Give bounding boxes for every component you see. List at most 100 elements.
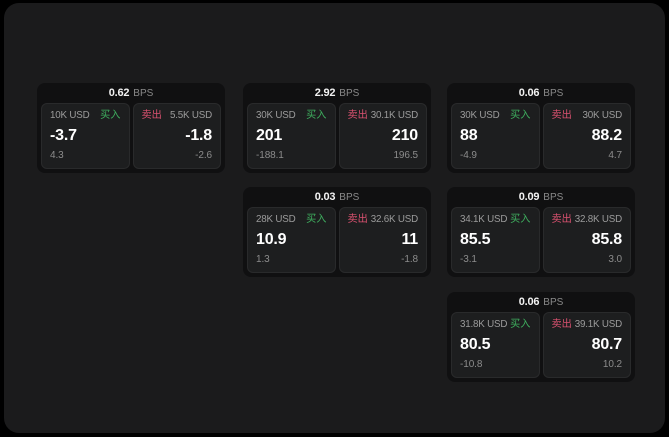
- quote-card: 0.06 BPS 31.8K USD 买入 80.5 -10.8 卖出 39.1…: [447, 292, 635, 382]
- bps-label: BPS: [339, 87, 360, 99]
- quote-card-body: 10K USD 买入 -3.7 4.3 卖出 5.5K USD -1.8 -2.…: [41, 103, 221, 169]
- buy-sub-value: -188.1: [256, 149, 284, 161]
- buy-pane[interactable]: 30K USD 买入 201 -188.1: [247, 103, 336, 169]
- quote-card: 0.09 BPS 34.1K USD 买入 85.5 -3.1 卖出 32.8K…: [447, 187, 635, 277]
- buy-sub-value: 4.3: [50, 149, 64, 161]
- bps-label: BPS: [543, 296, 564, 308]
- sell-sub-value: 4.7: [608, 149, 622, 161]
- quote-card-body: 34.1K USD 买入 85.5 -3.1 卖出 32.8K USD 85.8…: [451, 207, 631, 273]
- sell-sub-value: 3.0: [608, 253, 622, 265]
- sell-pane-top: 卖出 30K USD: [551, 110, 623, 122]
- quote-card: 0.06 BPS 30K USD 买入 88 -4.9 卖出 30K USD 8…: [447, 83, 635, 173]
- bps-label: BPS: [133, 87, 154, 99]
- buy-tag: 买入: [510, 214, 531, 225]
- buy-value: 85.5: [460, 231, 491, 249]
- sell-pane[interactable]: 卖出 5.5K USD -1.8 -2.6: [132, 103, 221, 169]
- sell-pane[interactable]: 卖出 30.1K USD 210 196.5: [338, 103, 427, 169]
- sell-value: 85.8: [591, 231, 623, 249]
- bps-value: 0.09: [518, 191, 540, 203]
- bps-header: 0.62 BPS: [41, 83, 221, 103]
- buy-value: 201: [256, 127, 283, 145]
- bps-label: BPS: [543, 87, 564, 99]
- buy-amount: 31.8K USD: [460, 319, 508, 331]
- sell-tag: 卖出: [551, 319, 572, 330]
- buy-pane-top: 10K USD 买入: [50, 110, 121, 122]
- sell-value: -1.8: [185, 127, 212, 145]
- bps-value: 0.06: [518, 296, 540, 308]
- buy-value: 80.5: [460, 336, 491, 354]
- buy-sub-value: -4.9: [460, 149, 477, 161]
- sell-sub-value: -2.6: [195, 149, 212, 161]
- sell-value: 210: [391, 127, 418, 145]
- sell-tag: 卖出: [347, 110, 368, 121]
- sell-amount: 32.8K USD: [574, 214, 622, 226]
- sell-sub-value: -1.8: [401, 253, 418, 265]
- buy-amount: 34.1K USD: [460, 214, 508, 226]
- bps-header: 2.92 BPS: [247, 83, 427, 103]
- quote-card: 0.03 BPS 28K USD 买入 10.9 1.3 卖出 32.6K US…: [243, 187, 431, 277]
- quote-card: 2.92 BPS 30K USD 买入 201 -188.1 卖出 30.1K …: [243, 83, 431, 173]
- quote-card-body: 30K USD 买入 88 -4.9 卖出 30K USD 88.2 4.7: [451, 103, 631, 169]
- bps-label: BPS: [543, 191, 564, 203]
- sell-tag: 卖出: [141, 110, 162, 121]
- bps-label: BPS: [339, 191, 360, 203]
- bps-header: 0.03 BPS: [247, 187, 427, 207]
- bps-header: 0.09 BPS: [451, 187, 631, 207]
- sell-pane-top: 卖出 30.1K USD: [347, 110, 419, 122]
- sell-amount: 30K USD: [582, 110, 623, 122]
- buy-tag: 买入: [306, 214, 327, 225]
- buy-tag: 买入: [510, 319, 531, 330]
- sell-pane-top: 卖出 39.1K USD: [551, 319, 623, 331]
- buy-pane[interactable]: 34.1K USD 买入 85.5 -3.1: [451, 207, 540, 273]
- sell-tag: 卖出: [551, 214, 572, 225]
- buy-value: 10.9: [256, 231, 287, 249]
- sell-pane[interactable]: 卖出 32.8K USD 85.8 3.0: [542, 207, 631, 273]
- buy-tag: 买入: [510, 110, 531, 121]
- sell-pane-top: 卖出 32.6K USD: [347, 214, 419, 226]
- sell-value: 11: [401, 231, 418, 249]
- buy-pane-top: 31.8K USD 买入: [460, 319, 531, 331]
- sell-amount: 30.1K USD: [370, 110, 418, 122]
- buy-sub-value: -10.8: [460, 358, 483, 370]
- bps-value: 0.62: [108, 87, 130, 99]
- sell-pane[interactable]: 卖出 32.6K USD 11 -1.8: [338, 207, 427, 273]
- buy-pane[interactable]: 30K USD 买入 88 -4.9: [451, 103, 540, 169]
- quote-card-body: 30K USD 买入 201 -188.1 卖出 30.1K USD 210 1…: [247, 103, 427, 169]
- buy-amount: 30K USD: [256, 110, 296, 122]
- buy-pane-top: 34.1K USD 买入: [460, 214, 531, 226]
- buy-pane[interactable]: 31.8K USD 买入 80.5 -10.8: [451, 312, 540, 378]
- quote-card: 0.62 BPS 10K USD 买入 -3.7 4.3 卖出 5.5K USD…: [37, 83, 225, 173]
- sell-tag: 卖出: [551, 110, 572, 121]
- buy-pane-top: 30K USD 买入: [256, 110, 327, 122]
- bps-header: 0.06 BPS: [451, 292, 631, 312]
- quote-card-body: 31.8K USD 买入 80.5 -10.8 卖出 39.1K USD 80.…: [451, 312, 631, 378]
- bps-header: 0.06 BPS: [451, 83, 631, 103]
- buy-value: -3.7: [50, 127, 77, 145]
- buy-sub-value: 1.3: [256, 253, 270, 265]
- sell-value: 80.7: [591, 336, 623, 354]
- buy-tag: 买入: [100, 110, 121, 121]
- bps-value: 0.06: [518, 87, 540, 99]
- sell-pane-top: 卖出 5.5K USD: [141, 110, 213, 122]
- buy-pane[interactable]: 10K USD 买入 -3.7 4.3: [41, 103, 130, 169]
- sell-pane[interactable]: 卖出 30K USD 88.2 4.7: [542, 103, 631, 169]
- buy-sub-value: -3.1: [460, 253, 477, 265]
- sell-pane[interactable]: 卖出 39.1K USD 80.7 10.2: [542, 312, 631, 378]
- sell-value: 88.2: [591, 127, 623, 145]
- sell-amount: 5.5K USD: [170, 110, 212, 122]
- buy-pane[interactable]: 28K USD 买入 10.9 1.3: [247, 207, 336, 273]
- buy-amount: 30K USD: [460, 110, 500, 122]
- buy-pane-top: 28K USD 买入: [256, 214, 327, 225]
- sell-pane-top: 卖出 32.8K USD: [551, 214, 623, 226]
- bps-value: 0.03: [314, 191, 336, 203]
- quote-card-body: 28K USD 买入 10.9 1.3 卖出 32.6K USD 11 -1.8: [247, 207, 427, 273]
- sell-amount: 32.6K USD: [370, 214, 418, 226]
- sell-tag: 卖出: [347, 214, 368, 225]
- sell-sub-value: 10.2: [602, 358, 622, 370]
- sell-amount: 39.1K USD: [574, 319, 622, 331]
- buy-amount: 10K USD: [50, 110, 90, 122]
- sell-sub-value: 196.5: [393, 149, 418, 161]
- buy-value: 88: [460, 127, 478, 145]
- bps-value: 2.92: [314, 87, 336, 99]
- buy-pane-top: 30K USD 买入: [460, 110, 531, 122]
